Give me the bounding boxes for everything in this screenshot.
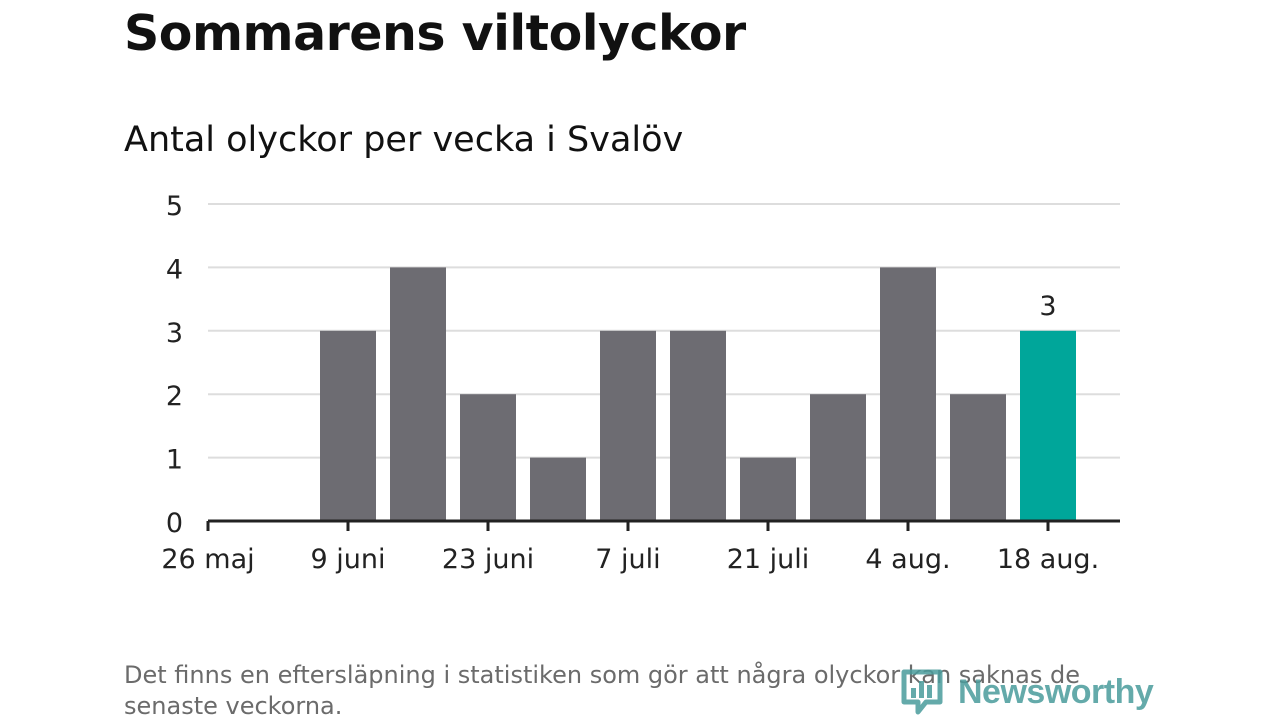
y-tick-label: 4 xyxy=(166,254,183,285)
x-tick-label: 23 juni xyxy=(442,544,534,575)
chart-title: Sommarens viltolyckor xyxy=(124,5,746,62)
newsworthy-logo-icon xyxy=(901,669,943,715)
bar xyxy=(950,394,1006,521)
y-tick-label: 0 xyxy=(166,508,183,539)
bar xyxy=(390,267,446,521)
y-tick-label: 5 xyxy=(166,191,183,222)
x-tick-label: 4 aug. xyxy=(865,544,950,575)
newsworthy-logo: Newsworthy xyxy=(900,668,1154,716)
data-label: 3 xyxy=(1039,291,1056,322)
chart-subtitle: Antal olyckor per vecka i Svalöv xyxy=(124,120,684,160)
bar xyxy=(460,394,516,521)
x-tick-label: 7 juli xyxy=(595,544,660,575)
bar xyxy=(1020,330,1076,521)
bar xyxy=(600,330,656,521)
bar xyxy=(670,330,726,521)
newsworthy-logo-text: Newsworthy xyxy=(958,672,1154,711)
y-tick-label: 2 xyxy=(166,381,183,412)
bar xyxy=(880,267,936,521)
bar xyxy=(530,457,586,521)
x-tick-label: 9 juni xyxy=(311,544,386,575)
bar xyxy=(810,394,866,521)
bar-chart: 0 1 2 3 4 5 3 26 maj 9 juni 23 juni 7 juli 21 juli 4… xyxy=(161,191,1120,575)
y-tick-label: 1 xyxy=(166,445,183,476)
x-tick-label: 26 maj xyxy=(161,544,254,575)
bar xyxy=(740,457,796,521)
bar xyxy=(320,330,376,521)
x-tick-label: 18 aug. xyxy=(997,544,1099,575)
x-tick-label: 21 juli xyxy=(727,544,810,575)
y-tick-label: 3 xyxy=(166,318,183,349)
